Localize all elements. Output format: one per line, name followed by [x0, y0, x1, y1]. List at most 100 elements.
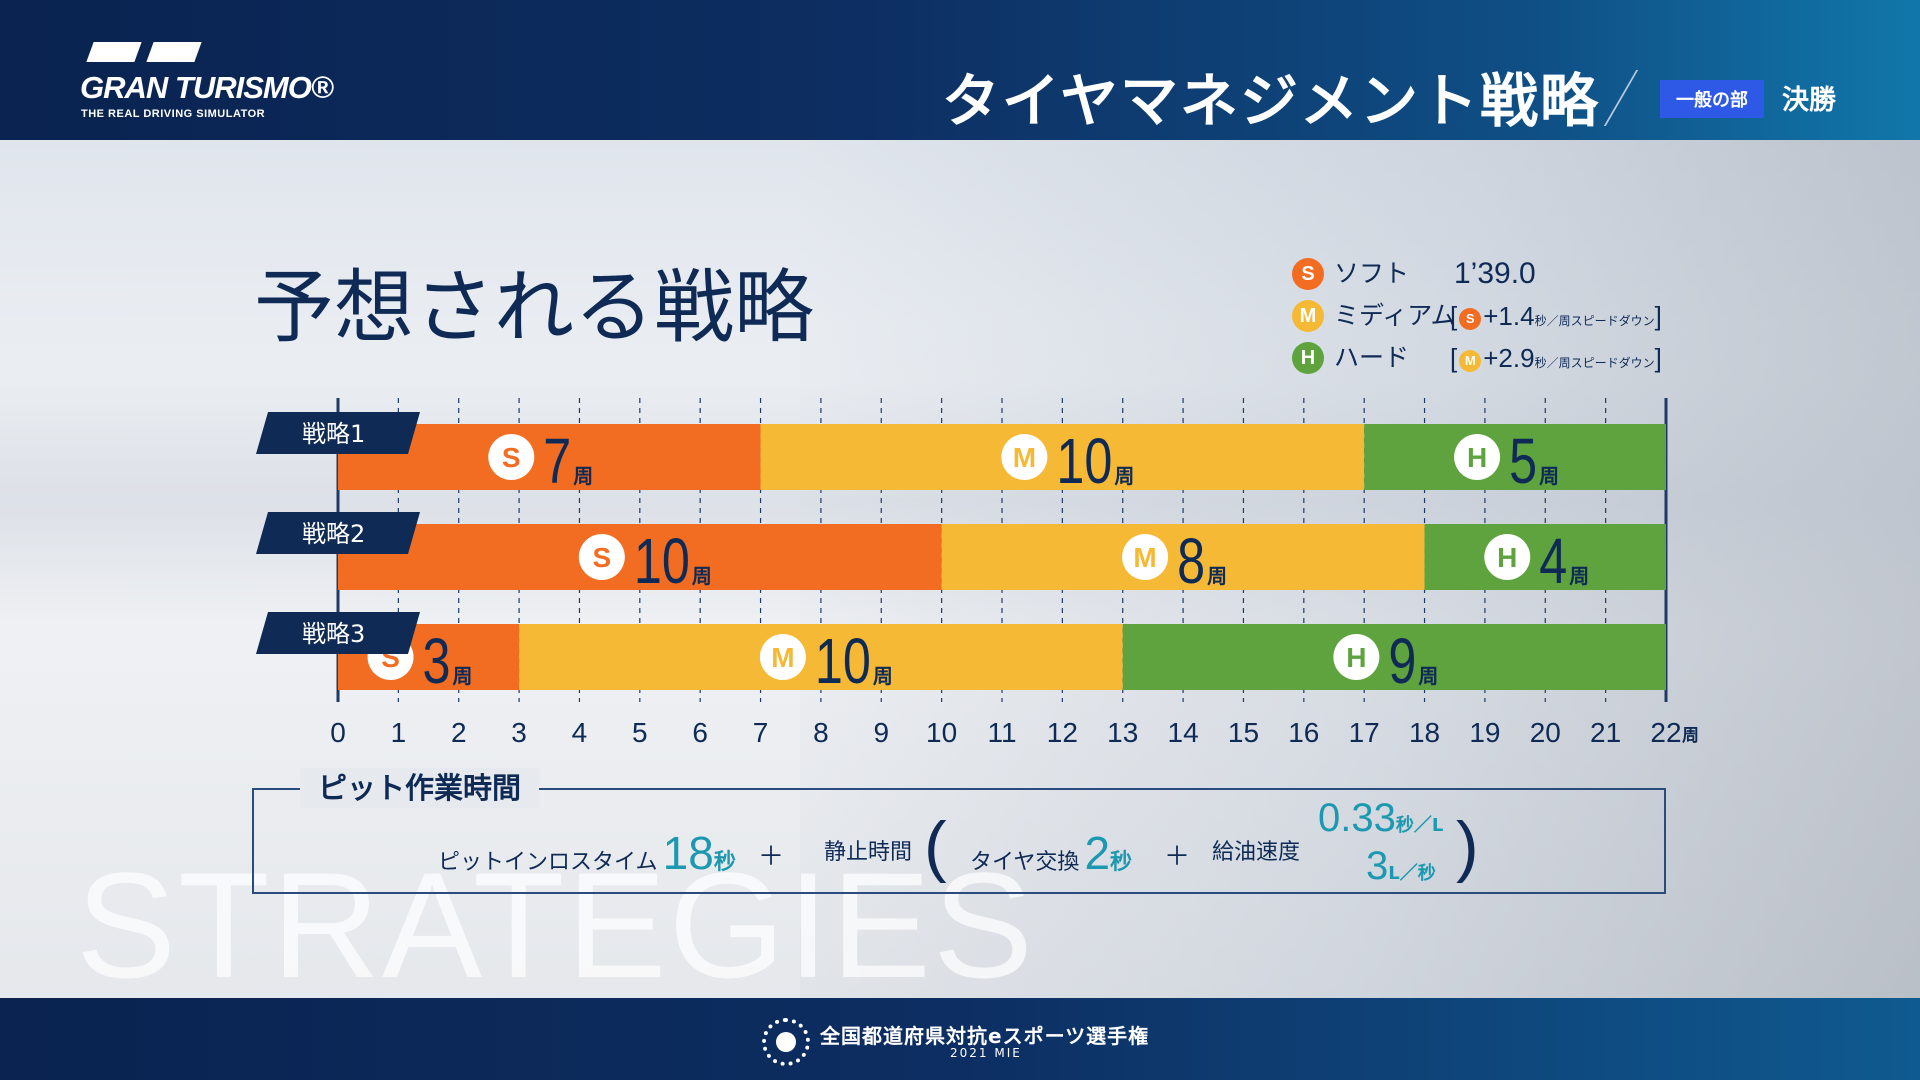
stint-laps-value: 8 [1177, 525, 1205, 597]
tire-marker-icon [1333, 634, 1380, 680]
page-title: タイヤマネジメント戦略 [941, 67, 1600, 135]
x-tick-label: 19 [1469, 717, 1500, 748]
legend-delta: +1.4 [1483, 301, 1535, 331]
tire-marker-icon [1001, 434, 1048, 480]
soft-tire-icon: S [1459, 308, 1482, 330]
bar-segment [1364, 424, 1666, 490]
strategy-label: 戦略1 [302, 420, 365, 448]
footer-title: 全国都道府県対抗eスポーツ選手権 [820, 1024, 1150, 1048]
footer [0, 998, 1920, 1080]
x-tick-label: 2 [451, 717, 467, 748]
fuel-unit-2: L／秒 [1388, 863, 1436, 884]
stint-laps-unit: 周 [873, 664, 893, 688]
x-tick-label: 22 [1650, 717, 1681, 748]
stint-laps-value: 10 [634, 525, 690, 597]
tire-marker-letter: S [592, 542, 611, 573]
stint-laps-unit: 周 [1418, 664, 1438, 688]
pit-loss-value: 18 [662, 827, 714, 879]
tire-marker-icon [488, 434, 535, 480]
pit-loss-time: ピットインロスタイム 18秒 [438, 826, 736, 880]
x-tick-label: 0 [330, 717, 346, 748]
tire-marker-icon [1122, 534, 1169, 580]
division-badge: 一般の部 [1660, 80, 1764, 118]
logo-main-text: GRAN TURISMO® [80, 70, 334, 105]
pit-time-box [252, 788, 1666, 894]
x-tick-label: 4 [572, 717, 588, 748]
stint-laps-unit: 周 [1207, 564, 1227, 588]
bar-segment [1122, 624, 1666, 690]
gran-turismo-logo: GRAN TURISMO® THE REAL DRIVING SIMULATOR [80, 42, 334, 122]
x-tick-label: 9 [873, 717, 889, 748]
watermark-text: STRATEGIES [76, 841, 1036, 1009]
legend-delta-unit: 秒／周スピードダウン [1534, 314, 1655, 328]
chart-title: 予想される戦略 [254, 261, 814, 354]
plus-sign: ＋ [1164, 842, 1191, 872]
header [0, 0, 1920, 140]
tire-change-label: タイヤ交換 [970, 850, 1080, 875]
stint-laps-value: 7 [543, 425, 571, 497]
tire-marker-letter: H [1346, 642, 1366, 673]
x-tick-label: 15 [1228, 717, 1259, 748]
tire-marker-icon [1454, 434, 1501, 480]
x-axis-unit: 周 [1682, 726, 1699, 746]
x-tick-label: 16 [1288, 717, 1319, 748]
pit-section-title: ピット作業時間 [300, 768, 540, 808]
legend-delta-unit: 秒／周スピードダウン [1534, 356, 1655, 370]
stint-laps-value: 10 [1056, 425, 1112, 497]
tire-marker-letter: M [1013, 442, 1036, 473]
tire-marker-letter: S [502, 442, 521, 473]
tire-marker-letter: H [1467, 442, 1487, 473]
strategy-tag [256, 412, 420, 454]
stint-laps-value: 4 [1539, 525, 1567, 597]
bar-segment [519, 624, 1123, 690]
strategy-tag [256, 512, 420, 554]
x-tick-label: 5 [632, 717, 648, 748]
fuel-speed-label: 給油速度 [1212, 840, 1301, 865]
tire-marker-icon [1484, 534, 1531, 580]
x-tick-label: 14 [1168, 717, 1199, 748]
x-tick-label: 21 [1590, 717, 1621, 748]
x-tick-label: 18 [1409, 717, 1440, 748]
round-label: 決勝 [1782, 85, 1836, 116]
medium-tire-icon: M [1459, 350, 1482, 372]
x-tick-label: 7 [753, 717, 769, 748]
event-emblem-icon [762, 1018, 810, 1066]
fuel-rate-2: 3L／秒 [1366, 844, 1436, 889]
legend-lap-time: 1’39.0 [1454, 257, 1536, 290]
stint-laps-value: 10 [815, 625, 871, 697]
tire-marker-letter: H [1497, 542, 1517, 573]
tire-change-unit: 秒 [1110, 850, 1133, 875]
x-tick-label: 13 [1107, 717, 1138, 748]
stint-laps-value: 5 [1509, 425, 1537, 497]
tire-marker-icon [759, 634, 806, 680]
stint-laps-unit: 周 [1114, 464, 1134, 488]
close-paren: ) [1456, 808, 1479, 884]
hard-tire-icon: H [1292, 342, 1324, 374]
stint-laps-unit: 周 [573, 464, 593, 488]
fuel-value-2: 3 [1366, 844, 1389, 888]
x-tick-label: 10 [926, 717, 957, 748]
x-tick-label: 20 [1530, 717, 1561, 748]
stint-laps-value: 3 [423, 625, 451, 697]
soft-tire-icon: S [1292, 258, 1324, 290]
legend-delta-note: [M +2.9秒／周スピードダウン] [1450, 343, 1662, 373]
x-tick-label: 1 [391, 717, 407, 748]
stint-laps-unit: 周 [692, 564, 712, 588]
stop-time-label: 静止時間 [824, 840, 913, 865]
legend-label: ミディアム [1334, 301, 1456, 330]
plus-sign: ＋ [758, 842, 785, 872]
pit-loss-label: ピットインロスタイム [438, 850, 658, 875]
x-tick-label: 3 [511, 717, 527, 748]
stint-laps-unit: 周 [453, 664, 473, 688]
pit-loss-unit: 秒 [713, 850, 736, 875]
stint-laps-value: 9 [1388, 625, 1416, 697]
tire-change-time: タイヤ交換 2秒 [970, 826, 1132, 880]
legend-label: ソフト [1334, 259, 1410, 288]
strategy-label: 戦略2 [302, 520, 365, 548]
x-tick-label: 17 [1349, 717, 1380, 748]
legend-label: ハード [1334, 343, 1410, 372]
logo-sub-text: THE REAL DRIVING SIMULATOR [81, 108, 266, 120]
strategy-label: 戦略3 [302, 620, 365, 648]
bar-segment [760, 424, 1365, 490]
